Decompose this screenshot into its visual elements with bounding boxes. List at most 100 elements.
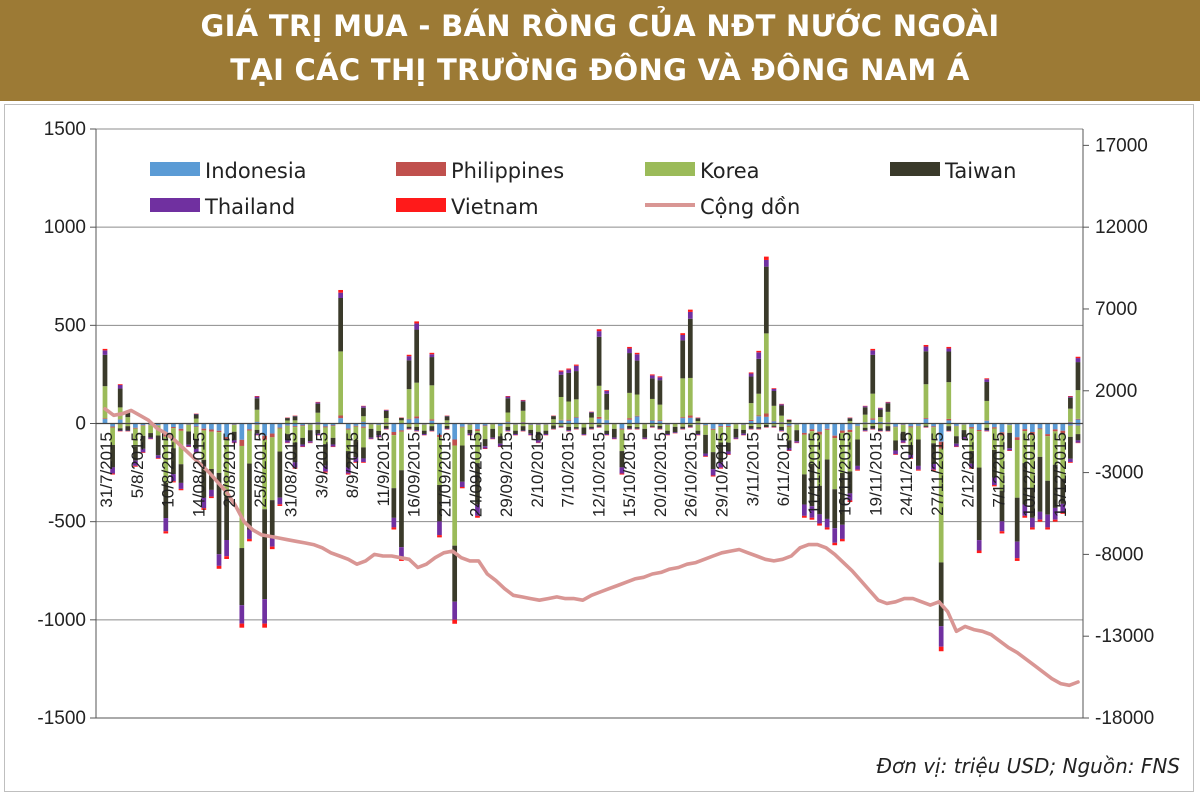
bar-indonesia-86 [756,416,762,424]
bar-neg-philippines-13 [201,428,207,431]
bar-thailand-37 [383,410,389,411]
bar-neg-indonesia-106 [908,423,914,427]
bar-philippines-69 [627,418,632,420]
bar-neg-taiwan-2 [117,428,123,431]
bar-neg-korea-60 [558,423,564,426]
bar-neg-indonesia-117 [992,423,997,428]
bar-thailand-69 [627,348,632,354]
bar-neg-taiwan-67 [611,428,617,438]
bar-neg-thailand-75 [672,432,678,434]
bar-taiwan-72 [649,378,655,399]
bar-neg-taiwan-72 [649,425,655,427]
bar-thailand-98 [847,417,853,419]
bar-thailand-60 [558,371,564,375]
bar-indonesia-0 [102,419,108,424]
bar-neg-philippines-120 [1014,437,1020,440]
bar-neg-indonesia-121 [1022,423,1028,430]
bar-neg-indonesia-26 [300,423,305,426]
bar-neg-taiwan-109 [931,443,936,465]
bar-neg-vietnam-80 [710,475,716,477]
bar-neg-philippines-12 [193,426,199,428]
bar-neg-thailand-69 [627,428,632,430]
bar-neg-korea-105 [900,425,906,432]
bar-neg-thailand-70 [634,428,640,430]
bar-neg-taiwan-60 [558,425,564,427]
bar-neg-thailand-17 [231,440,237,443]
bar-taiwan-70 [634,360,640,395]
bar-neg-taiwan-118 [999,490,1005,522]
y2-tick-label-12000: 12000 [1095,217,1148,238]
bar-neg-philippines-124 [1045,434,1050,437]
bar-neg-vietnam-79 [703,456,708,457]
bar-neg-korea-84 [741,424,746,430]
x-tick-label-9: 11/9/2015 [374,432,393,506]
bar-neg-taiwan-97 [840,472,845,525]
bar-neg-taiwan-43 [429,426,435,431]
bar-neg-korea-47 [459,427,465,446]
bar-neg-thailand-73 [657,428,663,430]
bar-neg-korea-57 [535,425,541,432]
bar-neg-thailand-105 [900,440,906,443]
bar-neg-korea-112 [954,426,959,437]
bar-neg-thailand-97 [840,524,845,539]
bar-taiwan-98 [847,418,853,422]
bar-neg-taiwan-121 [1022,463,1028,505]
bar-indonesia-69 [627,419,632,424]
bar-neg-korea-88 [771,423,777,426]
bar-neg-thailand-123 [1037,511,1043,520]
bar-neg-thailand-23 [277,497,283,505]
bar-neg-thailand-112 [954,443,959,447]
bar-neg-indonesia-109 [931,423,936,427]
bar-indonesia-76 [680,418,686,424]
bar-neg-korea-94 [817,434,822,486]
bar-neg-korea-75 [672,424,678,427]
bar-neg-philippines-19 [247,429,252,431]
bar-korea-89 [779,415,784,423]
bar-vietnam-86 [756,350,762,353]
bar-neg-korea-101 [870,423,876,426]
bar-thailand-77 [687,311,693,319]
bar-neg-indonesia-120 [1014,423,1020,438]
bar-neg-philippines-34 [361,426,366,428]
bar-neg-vietnam-98 [847,500,853,503]
bar-vietnam-116 [984,378,990,380]
bar-neg-thailand-61 [566,430,572,432]
bar-indonesia-85 [748,420,754,424]
bar-indonesia-60 [558,420,564,424]
bar-neg-taiwan-68 [619,451,625,468]
bar-neg-indonesia-47 [459,423,465,427]
legend-swatch-korea [645,162,695,176]
bar-neg-philippines-47 [459,426,465,428]
bar-neg-taiwan-25 [292,442,298,463]
bar-neg-taiwan-14 [209,469,214,490]
bar-taiwan-45 [444,416,450,421]
bar-neg-taiwan-10 [178,464,184,483]
bar-neg-vietnam-121 [1022,515,1028,518]
bar-neg-korea-27 [307,424,313,431]
x-tick-label-5: 25/8/2015 [251,432,270,508]
bar-neg-indonesia-34 [361,423,366,427]
bar-neg-korea-3 [125,423,131,427]
bar-neg-philippines-98 [847,429,853,433]
bar-neg-taiwan-74 [665,430,670,434]
bar-neg-taiwan-96 [832,489,838,529]
bar-neg-philippines-126 [1060,430,1066,434]
bar-neg-taiwan-75 [672,426,678,433]
bar-neg-philippines-114 [969,427,974,429]
bar-indonesia-88 [771,421,777,424]
x-tick-label-30: 10/12/2015 [1020,432,1039,517]
bar-neg-thailand-82 [725,451,731,455]
bar-korea-40 [406,389,412,419]
bar-neg-thailand-49 [475,504,480,516]
bar-neg-korea-61 [566,424,572,427]
bar-neg-vietnam-114 [969,467,974,469]
bar-neg-vietnam-46 [452,619,458,624]
bar-neg-taiwan-113 [961,430,967,438]
bar-indonesia-128 [1075,419,1081,424]
x-tick-label-25: 19/11/2015 [866,432,885,516]
bar-neg-philippines-32 [345,428,351,430]
bar-taiwan-37 [383,410,389,419]
y-tick-label--500: -500 [48,512,86,533]
bar-neg-vietnam-44 [437,535,442,538]
bar-neg-korea-79 [703,425,708,435]
